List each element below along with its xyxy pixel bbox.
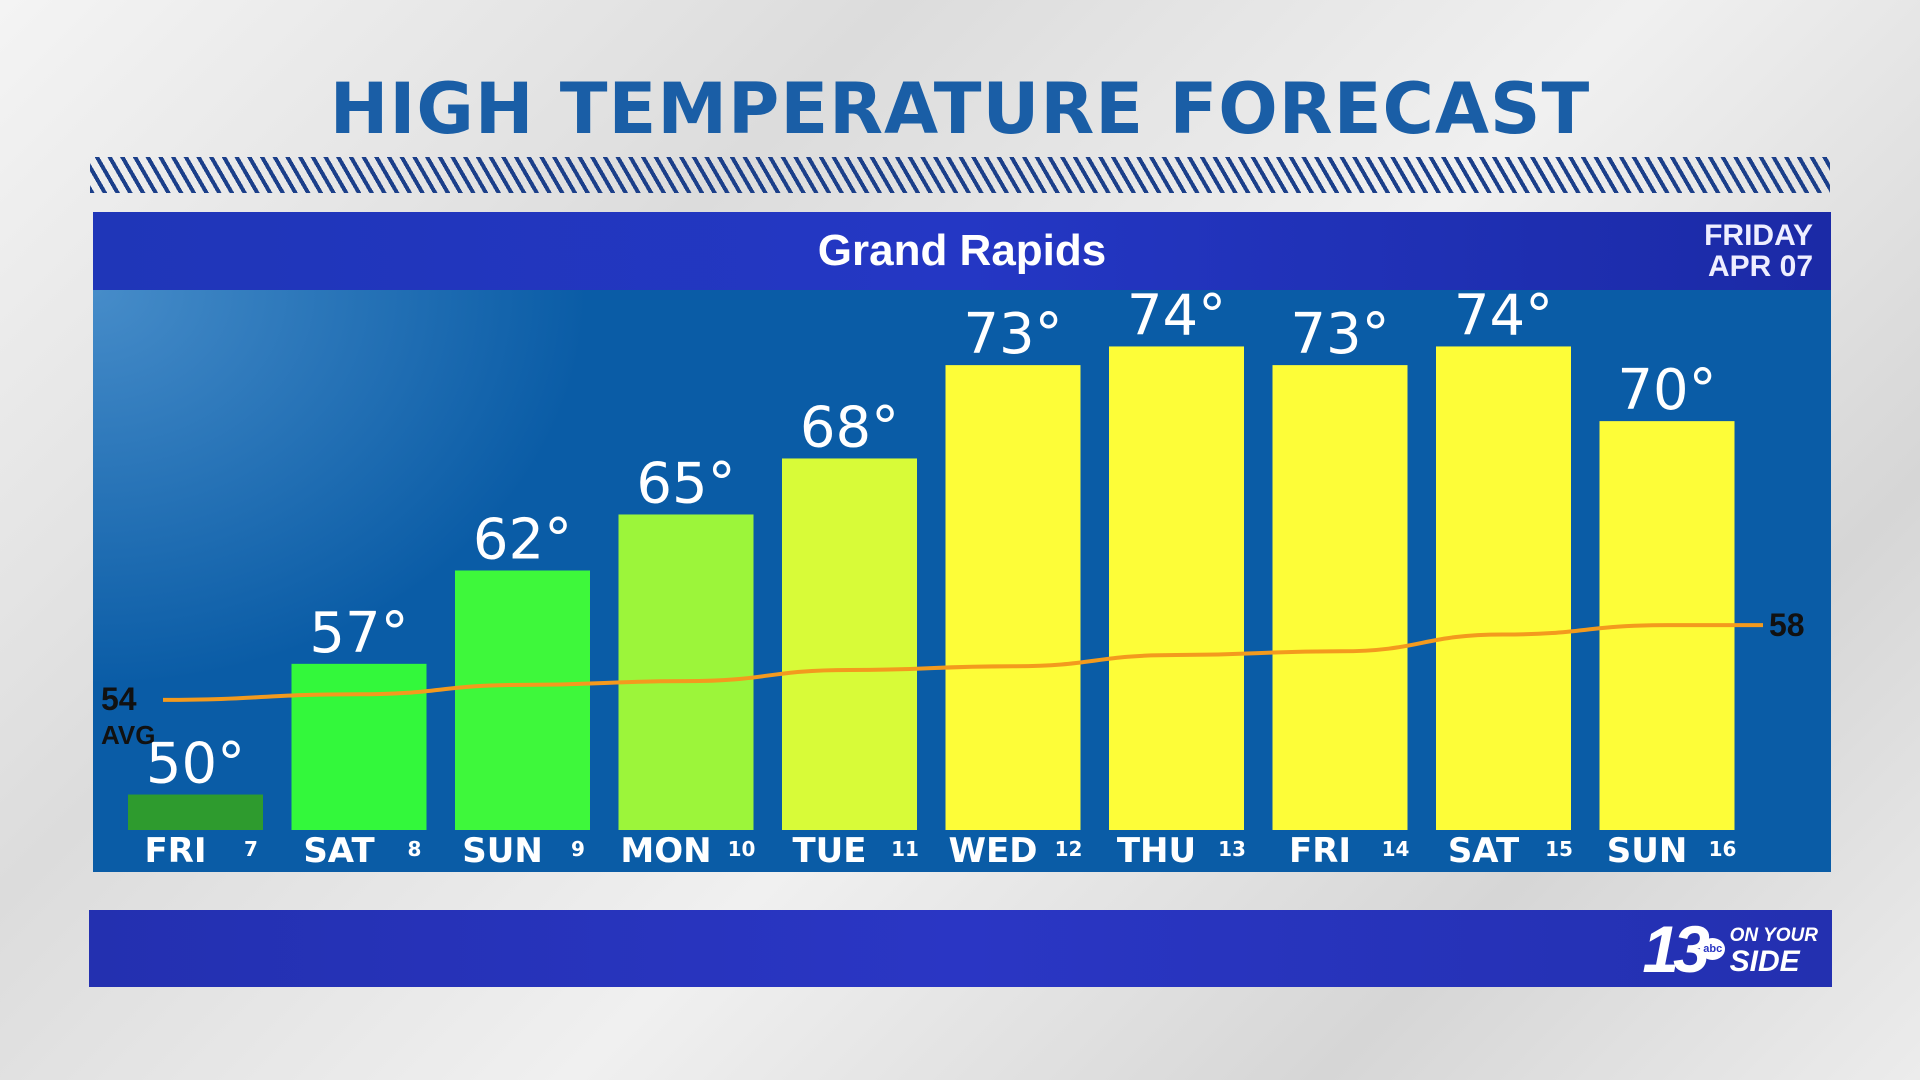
value-label: 50° xyxy=(146,732,245,797)
date-number: 12 xyxy=(1055,837,1083,861)
logo-tagline-2: SIDE xyxy=(1729,945,1800,978)
average-label: AVG xyxy=(101,720,155,750)
value-label: 68° xyxy=(800,395,899,460)
day-label: MON xyxy=(620,831,711,871)
date-number: 8 xyxy=(408,837,422,861)
date-day: APR 07 xyxy=(1707,250,1813,283)
logo-abc: abc xyxy=(1700,938,1726,960)
date-number: 10 xyxy=(728,837,756,861)
bar xyxy=(782,458,917,830)
value-label: 74° xyxy=(1127,283,1226,348)
date-number: 13 xyxy=(1218,837,1246,861)
day-label: SUN xyxy=(1607,831,1688,871)
forecast-panel: Grand Rapids FRIDAY APR 07 50° FRI 7 57° SAT… xyxy=(93,212,1831,872)
bar xyxy=(291,663,427,830)
day-label: THU xyxy=(1117,831,1196,871)
date-number: 14 xyxy=(1382,837,1410,861)
bar xyxy=(455,570,590,830)
date-label: FRIDAY APR 07 xyxy=(1704,220,1813,282)
location-title: Grand Rapids xyxy=(817,226,1107,275)
logo-number: 13 xyxy=(1642,912,1709,986)
date-number: 11 xyxy=(891,837,919,861)
page-title: HIGH TEMPERATURE FORECAST xyxy=(329,68,1591,150)
day-label: FRI xyxy=(1289,831,1351,871)
bottom-bar: 13 abc ON YOUR SIDE xyxy=(89,910,1832,987)
bar xyxy=(945,365,1081,830)
date-number: 9 xyxy=(571,837,585,861)
day-label: SUN xyxy=(462,831,543,871)
value-label: 73° xyxy=(1290,302,1389,367)
date-number: 16 xyxy=(1709,837,1737,861)
panel-header: Grand Rapids FRIDAY APR 07 xyxy=(93,212,1831,290)
bar xyxy=(1436,346,1571,830)
day-label: FRI xyxy=(144,831,206,871)
value-label: 57° xyxy=(309,601,408,666)
average-start-label: 54 xyxy=(101,681,137,717)
bar xyxy=(1109,346,1244,830)
day-label: SAT xyxy=(303,831,375,871)
logo-tagline-1: ON YOUR xyxy=(1729,925,1818,946)
day-label: TUE xyxy=(792,831,866,871)
average-end-label: 58 xyxy=(1769,607,1805,643)
value-label: 74° xyxy=(1454,283,1553,348)
value-label: 62° xyxy=(473,507,572,572)
bar xyxy=(1272,365,1408,830)
day-label: SAT xyxy=(1448,831,1520,871)
date-number: 7 xyxy=(244,837,258,861)
average-line xyxy=(162,623,1763,702)
date-weekday: FRIDAY xyxy=(1704,219,1813,252)
temperature-chart: 50° FRI 7 57° SAT 8 62° SUN 9 65° MON 10 68° TUE 11 73°… xyxy=(101,283,1805,871)
date-number: 15 xyxy=(1545,837,1573,861)
bar xyxy=(128,794,263,830)
station-logo: 13 abc ON YOUR SIDE xyxy=(1642,916,1818,982)
value-label: 65° xyxy=(636,451,735,516)
value-label: 73° xyxy=(963,302,1062,367)
bar xyxy=(618,514,754,830)
day-label: WED xyxy=(949,831,1038,871)
hatch-divider xyxy=(90,157,1830,193)
value-label: 70° xyxy=(1617,358,1716,423)
